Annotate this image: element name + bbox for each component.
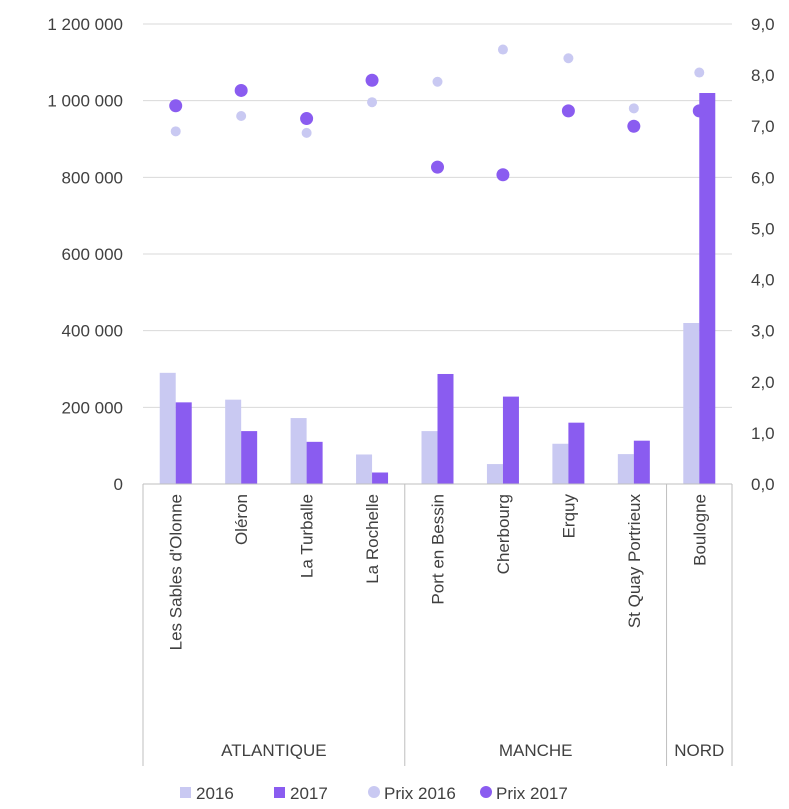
group-label: NORD bbox=[674, 741, 724, 760]
legend-label: Prix 2016 bbox=[384, 784, 456, 803]
group-label: ATLANTIQUE bbox=[221, 741, 326, 760]
price-2017-point bbox=[561, 104, 575, 118]
left-tick-label: 200 000 bbox=[62, 398, 123, 417]
left-tick-label: 600 000 bbox=[62, 245, 123, 264]
bar-2017 bbox=[699, 93, 716, 484]
price-2017-point bbox=[431, 160, 444, 174]
legend-swatch bbox=[180, 787, 191, 798]
left-tick-label: 800 000 bbox=[62, 168, 123, 187]
price-2016-point bbox=[170, 126, 181, 137]
group-label: MANCHE bbox=[499, 741, 573, 760]
price-2016-point bbox=[628, 103, 639, 114]
legend-label: 2016 bbox=[196, 784, 234, 803]
right-tick-label: 6,0 bbox=[751, 168, 775, 187]
left-tick-label: 1 200 000 bbox=[47, 15, 123, 34]
bar-2017 bbox=[241, 431, 258, 484]
legend: 2016 2017 Prix 2016 Prix 2017 bbox=[180, 784, 568, 803]
gridlines bbox=[143, 23, 732, 408]
price-2016-point bbox=[563, 53, 574, 64]
right-tick-label: 0,0 bbox=[751, 475, 775, 494]
category-label: Erquy bbox=[559, 494, 578, 539]
price-2016-point bbox=[301, 127, 312, 138]
price-points bbox=[169, 44, 706, 182]
price-2017-point bbox=[169, 99, 183, 113]
legend-swatch bbox=[274, 787, 285, 798]
category-label: La Rochelle bbox=[363, 494, 382, 584]
right-tick-label: 5,0 bbox=[751, 219, 775, 238]
axes bbox=[142, 483, 733, 766]
bar-2016 bbox=[617, 454, 634, 484]
legend-label: 2017 bbox=[290, 784, 328, 803]
right-tick-label: 4,0 bbox=[751, 271, 775, 290]
legend-label: Prix 2017 bbox=[496, 784, 568, 803]
bar-2016 bbox=[486, 464, 503, 484]
bar-2016 bbox=[683, 323, 700, 484]
right-tick-label: 9,0 bbox=[751, 15, 775, 34]
category-label: St Quay Portrieux bbox=[625, 494, 644, 629]
bar-2017 bbox=[502, 396, 519, 484]
right-tick-label: 7,0 bbox=[751, 117, 775, 136]
price-2017-point bbox=[300, 112, 314, 126]
category-label: Port en Bessin bbox=[429, 494, 448, 605]
price-2016-point bbox=[497, 44, 508, 55]
right-tick-label: 2,0 bbox=[751, 373, 775, 392]
bar-2016 bbox=[356, 454, 373, 484]
bar-2017 bbox=[306, 441, 323, 484]
left-axis-ticks: 0 200 000 400 000 600 000 800 000 1 000 000 1 … bbox=[47, 15, 123, 494]
bar-2017 bbox=[633, 440, 650, 484]
category-labels: Les Sables d'Olonne Oléron La Turballe La R… bbox=[167, 494, 710, 651]
legend-marker bbox=[480, 786, 492, 798]
price-2017-point bbox=[365, 73, 379, 87]
right-tick-label: 3,0 bbox=[751, 322, 775, 341]
price-2016-point bbox=[367, 97, 378, 108]
left-tick-label: 400 000 bbox=[62, 322, 123, 341]
price-2017-point bbox=[627, 119, 641, 133]
bar-2017 bbox=[437, 373, 454, 484]
left-tick-label: 0 bbox=[114, 475, 123, 494]
right-axis-ticks: 0,0 1,0 2,0 3,0 4,0 5,0 6,0 7,0 8,0 9,0 bbox=[751, 15, 775, 494]
bar-2017 bbox=[175, 402, 192, 484]
category-label: Cherbourg bbox=[494, 494, 513, 574]
price-2016-point bbox=[432, 76, 443, 87]
bar-2016 bbox=[290, 418, 307, 484]
price-2017-point bbox=[496, 168, 510, 182]
price-2016-point bbox=[236, 111, 247, 121]
category-label: Les Sables d'Olonne bbox=[167, 494, 186, 650]
right-tick-label: 1,0 bbox=[751, 424, 775, 443]
bar-2017 bbox=[568, 422, 585, 484]
legend-marker bbox=[368, 786, 380, 798]
bar-2016 bbox=[421, 431, 438, 484]
category-label: La Turballe bbox=[298, 494, 317, 578]
category-label: Oléron bbox=[232, 494, 251, 545]
price-2017-point bbox=[692, 104, 706, 118]
category-label: Boulogne bbox=[690, 494, 709, 566]
bar-2017 bbox=[372, 472, 389, 484]
price-2017-point bbox=[234, 83, 248, 97]
left-tick-label: 1 000 000 bbox=[47, 92, 123, 111]
group-labels: ATLANTIQUE MANCHE NORD bbox=[221, 741, 724, 760]
right-tick-label: 8,0 bbox=[751, 66, 775, 85]
bars bbox=[159, 93, 716, 484]
bar-2016 bbox=[159, 372, 176, 484]
price-2016-point bbox=[694, 67, 705, 78]
bar-2016 bbox=[552, 443, 569, 484]
bar-2016 bbox=[225, 399, 242, 484]
